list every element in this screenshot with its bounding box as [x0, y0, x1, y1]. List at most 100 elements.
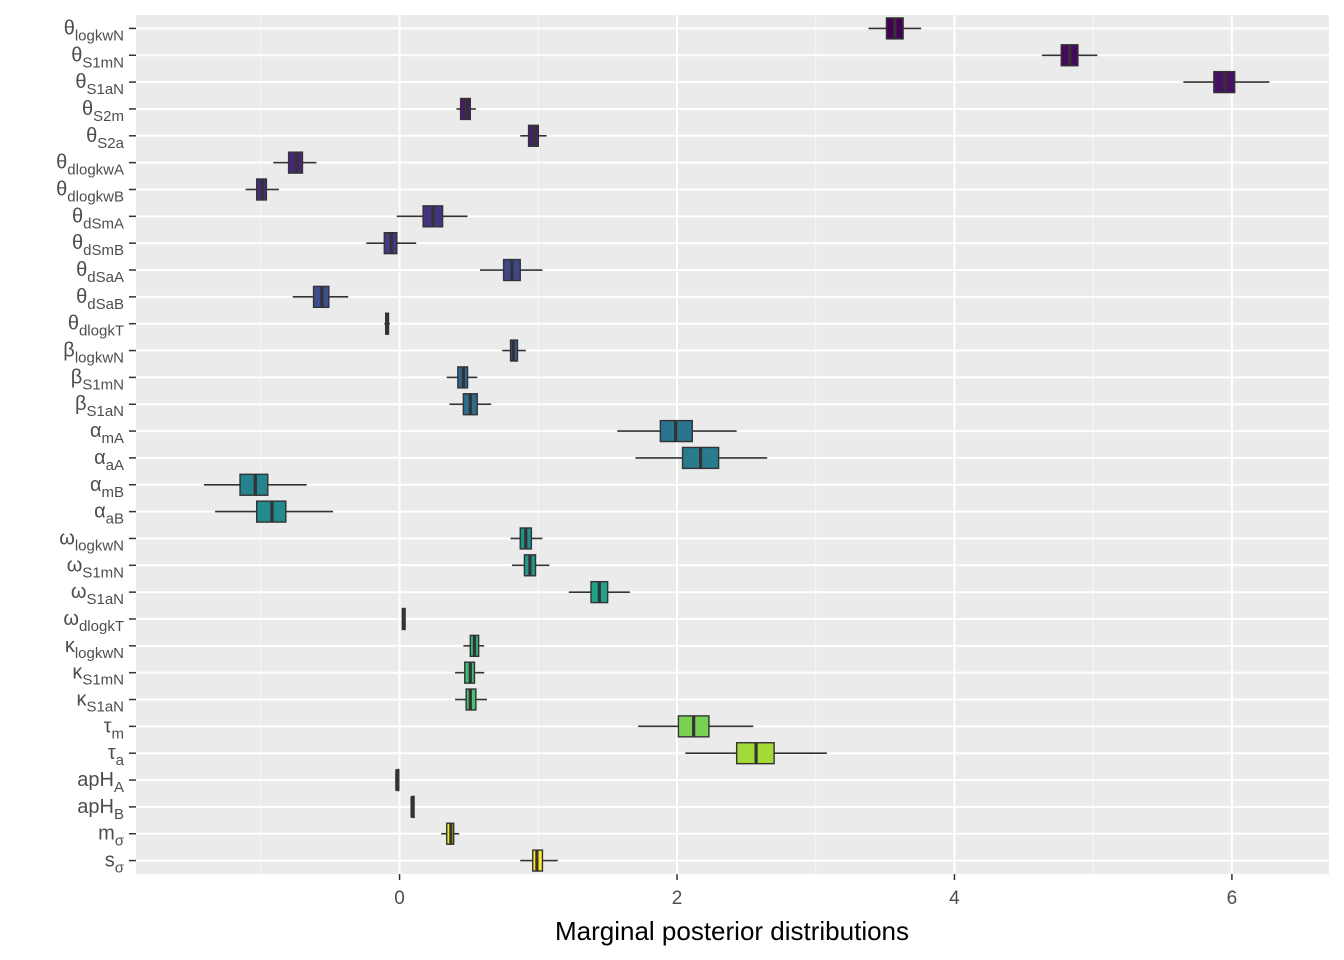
param-symbol: τ	[104, 715, 112, 737]
y-axis-labels: θlogkwNθS1mNθS1aNθS2mθS2aθdlogkwAθdlogkw…	[56, 17, 136, 877]
box-τ-m	[638, 715, 754, 738]
param-symbol: α	[94, 501, 106, 523]
param-subscript: dSaB	[87, 296, 124, 313]
box-m-σ	[441, 822, 460, 845]
box-θ-S2a	[520, 124, 547, 147]
param-subscript: logkwN	[75, 27, 124, 44]
x-axis-title: Marginal posterior distributions	[555, 916, 909, 946]
y-tick-label: θdlogkT	[68, 313, 124, 340]
box-κ-S1aN	[455, 688, 487, 711]
box-θ-S1mN	[1041, 44, 1098, 67]
param-symbol: τ	[108, 742, 116, 764]
box-ω-dlogkT	[401, 607, 406, 631]
y-tick-label: θS2m	[82, 98, 124, 125]
param-subscript: S1aN	[86, 403, 124, 420]
param-symbol: κ	[72, 662, 83, 684]
y-tick-label: κlogkwN	[65, 635, 124, 662]
param-subscript: S1mN	[82, 564, 124, 581]
y-tick-label: βS1mN	[71, 366, 124, 393]
param-symbol: θ	[76, 286, 87, 308]
y-tick-label: ωdlogkT	[63, 608, 124, 635]
param-symbol: θ	[71, 44, 82, 66]
param-subscript: dSaA	[87, 269, 124, 286]
box-θ-dSmA	[396, 205, 468, 228]
y-tick-label: θdSmA	[72, 205, 124, 232]
y-tick-label: θS1mN	[71, 44, 124, 71]
param-subscript: B	[114, 806, 124, 823]
box-κ-logkwN	[463, 634, 485, 657]
param-subscript: A	[114, 779, 124, 796]
box-θ-dSaB	[292, 285, 349, 309]
param-subscript: logkwN	[75, 645, 124, 662]
y-tick-label: apHB	[77, 796, 124, 823]
y-tick-label: θS2a	[86, 125, 124, 152]
x-tick-label: 0	[394, 888, 405, 909]
param-symbol: α	[90, 474, 102, 496]
param-symbol: θ	[68, 313, 79, 335]
param-subscript: aB	[106, 511, 124, 528]
y-tick-label: κS1aN	[76, 689, 124, 716]
param-subscript: dlogkwB	[67, 188, 124, 205]
param-subscript: m	[112, 725, 125, 742]
box-θ-dlogkwB	[245, 178, 279, 201]
y-tick-label: ωS1aN	[71, 581, 124, 608]
param-subscript: dSmB	[83, 242, 124, 259]
param-symbol: α	[90, 420, 102, 442]
box-θ-logkwN	[868, 17, 922, 40]
param-symbol: s	[105, 850, 115, 872]
y-tick-label: θdSmB	[72, 232, 124, 259]
y-tick-label: ωlogkwN	[59, 527, 124, 554]
box-apH-B	[410, 795, 415, 819]
y-tick-label: mσ	[98, 823, 125, 850]
param-subscript: σ	[115, 833, 125, 850]
box-β-S1mN	[446, 366, 478, 389]
box-β-logkwN	[502, 339, 526, 362]
param-subscript: S1mN	[82, 376, 124, 393]
param-subscript: S1aN	[86, 81, 124, 98]
param-symbol: ω	[59, 527, 75, 549]
param-subscript: S1mN	[82, 54, 124, 71]
box-θ-dSmB	[366, 232, 417, 255]
param-subscript: aA	[106, 457, 124, 474]
box-α-mB	[203, 473, 307, 496]
y-tick-label: θS1aN	[75, 71, 124, 98]
y-tick-label: αaB	[94, 501, 124, 528]
box-apH-A	[395, 768, 400, 792]
param-subscript: S1mN	[82, 672, 124, 689]
param-subscript: logkwN	[75, 350, 124, 367]
param-subscript: S2a	[97, 135, 124, 152]
box-α-aA	[635, 446, 768, 470]
param-symbol: κ	[65, 635, 76, 657]
param-symbol: ω	[67, 554, 83, 576]
param-symbol: θ	[82, 98, 93, 120]
param-subscript: dlogkT	[79, 618, 124, 635]
y-tick-label: κS1mN	[72, 662, 124, 689]
y-tick-label: βS1aN	[75, 393, 124, 420]
box-ω-S1aN	[568, 580, 630, 604]
param-subscript: dlogkT	[79, 323, 124, 340]
param-symbol: θ	[75, 71, 86, 93]
param-symbol: κ	[76, 689, 87, 711]
box-θ-S2m	[456, 97, 476, 121]
plot-panel	[136, 15, 1329, 874]
box-α-mA	[617, 419, 737, 443]
x-tick-label: 4	[949, 888, 960, 909]
param-symbol: m	[98, 823, 115, 845]
box-θ-dlogkwA	[273, 151, 317, 174]
box-β-S1aN	[449, 393, 492, 416]
boxplot-marks	[203, 17, 1270, 872]
x-tick-label: 6	[1227, 888, 1238, 909]
y-tick-label: θdlogkwA	[56, 152, 124, 179]
y-tick-label: ωS1mN	[67, 554, 124, 581]
param-subscript: mA	[102, 430, 125, 447]
box-ω-logkwN	[510, 527, 543, 550]
y-tick-label: τm	[104, 715, 124, 742]
y-tick-label: αmB	[90, 474, 124, 501]
param-symbol: θ	[64, 17, 75, 39]
param-subscript: dlogkwA	[67, 162, 124, 179]
y-tick-label: θdSaA	[76, 259, 124, 286]
x-axis: 0 2 4 6	[394, 874, 1237, 909]
y-tick-label: θlogkwN	[64, 17, 124, 44]
param-symbol: apH	[77, 796, 114, 818]
